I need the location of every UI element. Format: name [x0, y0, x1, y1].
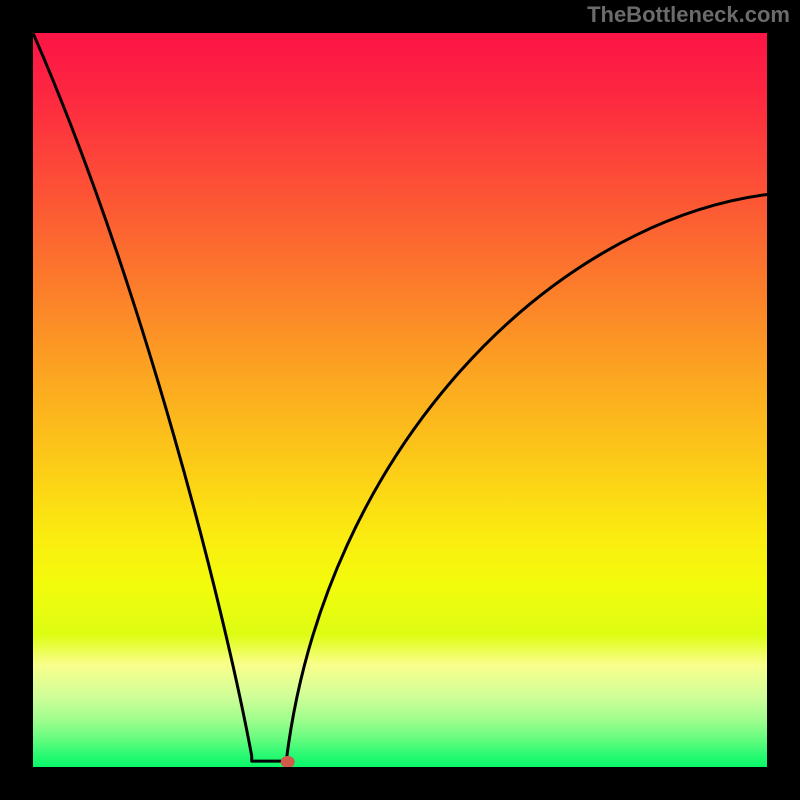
chart-frame: TheBottleneck.com [0, 0, 800, 800]
chart-svg [33, 33, 767, 767]
plot-area [33, 33, 767, 767]
watermark-text: TheBottleneck.com [587, 2, 790, 28]
bottleneck-curve [33, 33, 767, 761]
valley-marker [281, 756, 295, 767]
